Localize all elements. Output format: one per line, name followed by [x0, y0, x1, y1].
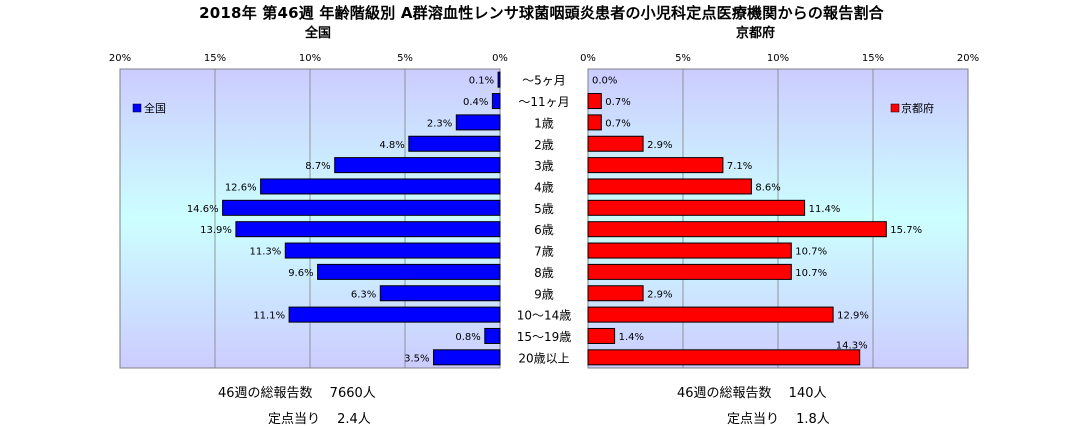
- left-data-label: 11.1%: [253, 311, 285, 322]
- left-data-label: 3.5%: [404, 353, 429, 364]
- left-bar: [491, 93, 501, 110]
- right-data-label: 0.0%: [592, 76, 617, 87]
- left-bar: [222, 199, 501, 216]
- left-data-label: 0.1%: [469, 76, 494, 87]
- category-label: 9歳: [534, 287, 554, 301]
- left-data-label: 13.9%: [200, 225, 232, 236]
- right-data-label: 15.7%: [890, 225, 922, 236]
- category-label: 7歳: [534, 245, 554, 259]
- category-label: 6歳: [534, 223, 554, 237]
- left-bar: [317, 263, 501, 280]
- right-bar: [587, 93, 602, 110]
- left-bar: [408, 135, 501, 152]
- right-data-label: 10.7%: [795, 247, 827, 258]
- left-tick-label: 0%: [492, 53, 508, 64]
- chart-title: 2018年 第46週 年齢階級別 A群溶血性レンサ球菌咽頭炎患者の小児科定点医療…: [199, 4, 884, 22]
- right-data-label: 1.4%: [619, 332, 644, 343]
- right-data-label: 10.7%: [795, 268, 827, 279]
- left-data-label: 6.3%: [351, 289, 376, 300]
- left-bar: [260, 178, 501, 195]
- left-bar: [288, 306, 501, 323]
- right-data-label: 0.7%: [605, 97, 630, 108]
- left-bar: [334, 157, 501, 174]
- left-data-label: 0.8%: [455, 332, 480, 343]
- category-label: 4歳: [534, 180, 554, 194]
- right-bar: [587, 114, 602, 131]
- right-bar: [587, 157, 724, 174]
- left-data-label: 0.4%: [463, 97, 488, 108]
- left-data-label: 8.7%: [305, 161, 330, 172]
- right-data-label: 7.1%: [727, 161, 752, 172]
- right-bar: [587, 135, 644, 152]
- left-bar: [235, 221, 501, 238]
- right-bar: [587, 242, 792, 259]
- right-bar: [587, 306, 834, 323]
- left-chart-title: 全国: [305, 26, 332, 41]
- right-bar: [587, 178, 752, 195]
- left-bar: [379, 285, 501, 302]
- right-tick-label: 15%: [862, 53, 884, 64]
- category-label: 2歳: [534, 138, 554, 152]
- category-label: ～11ヶ月: [518, 95, 569, 109]
- right-bar: [587, 349, 861, 366]
- left-tick-label: 5%: [397, 53, 413, 64]
- category-label: 10～14歳: [517, 309, 572, 323]
- category-label: 20歳以上: [518, 351, 569, 365]
- right-total-reports: 46週の総報告数 140人: [677, 386, 827, 401]
- right-data-label: 8.6%: [755, 182, 780, 193]
- right-tick-label: 0%: [580, 53, 596, 64]
- right-legend-swatch: [890, 103, 900, 113]
- right-bar: [587, 199, 806, 216]
- category-label: 1歳: [534, 116, 554, 130]
- left-per-sentinel: 定点当り 2.4人: [268, 412, 371, 427]
- right-tick-label: 10%: [767, 53, 789, 64]
- right-tick-label: 5%: [675, 53, 691, 64]
- left-bar: [484, 327, 501, 344]
- left-data-label: 11.3%: [250, 247, 282, 258]
- right-data-label: 2.9%: [647, 140, 672, 151]
- left-bar: [497, 71, 501, 88]
- right-data-label: 12.9%: [837, 311, 869, 322]
- category-label: 8歳: [534, 266, 554, 280]
- left-bar: [284, 242, 501, 259]
- left-legend-swatch: [132, 103, 142, 113]
- right-bar: [587, 263, 792, 280]
- left-tick-label: 10%: [299, 53, 321, 64]
- left-data-label: 12.6%: [225, 182, 257, 193]
- left-bar: [455, 114, 501, 131]
- right-per-sentinel: 定点当り 1.8人: [727, 412, 830, 427]
- left-data-label: 2.3%: [427, 118, 452, 129]
- right-data-label: 14.3%: [836, 340, 868, 351]
- right-data-label: 0.7%: [605, 118, 630, 129]
- right-legend-label: 京都府: [901, 101, 934, 115]
- category-label: 3歳: [534, 159, 554, 173]
- category-label: 5歳: [534, 202, 554, 216]
- right-bar: [587, 221, 887, 238]
- right-bar: [587, 327, 616, 344]
- left-total-reports: 46週の総報告数 7660人: [218, 386, 376, 401]
- right-tick-label: 20%: [957, 53, 979, 64]
- left-bar: [433, 349, 501, 366]
- left-tick-label: 20%: [109, 53, 131, 64]
- right-chart-title: 京都府: [736, 26, 776, 41]
- left-tick-label: 15%: [204, 53, 226, 64]
- right-bar: [587, 285, 644, 302]
- left-legend-label: 全国: [144, 101, 166, 115]
- left-data-label: 14.6%: [187, 204, 219, 215]
- right-data-label: 2.9%: [647, 289, 672, 300]
- category-label: 15～19歳: [517, 330, 572, 344]
- left-data-label: 4.8%: [379, 140, 404, 151]
- left-data-label: 9.6%: [288, 268, 313, 279]
- category-label: ～5ヶ月: [522, 74, 566, 88]
- right-data-label: 11.4%: [809, 204, 841, 215]
